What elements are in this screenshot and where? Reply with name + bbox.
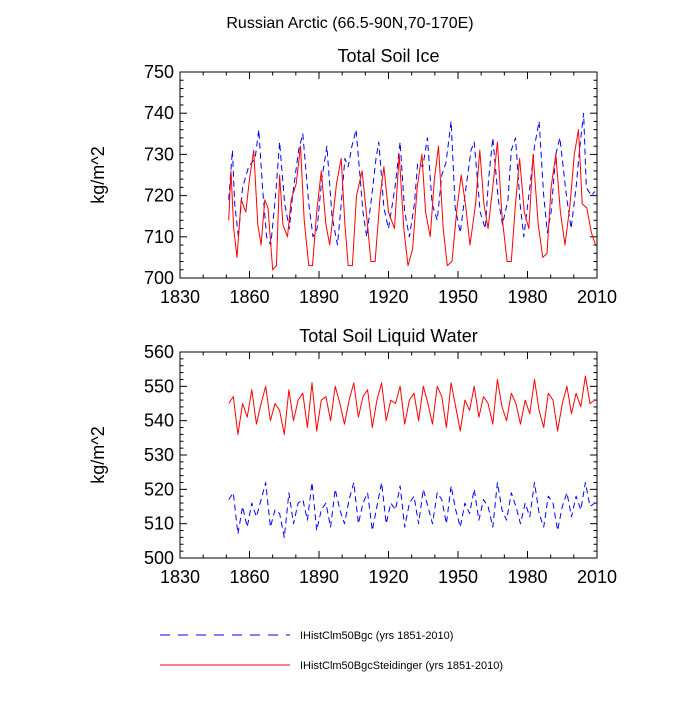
y-tick-label: 560: [144, 342, 174, 362]
x-tick-label: 1950: [438, 567, 478, 587]
y-tick-label: 530: [144, 445, 174, 465]
y-tick-label: 510: [144, 514, 174, 534]
legend-label-1: IHistClm50Bgc (yrs 1851-2010): [300, 630, 453, 642]
panel-title: Total Soil Liquid Water: [299, 326, 477, 346]
y-axis-label: kg/m^2: [88, 146, 108, 203]
y-tick-label: 550: [144, 376, 174, 396]
chart-panel-1: Total Soil Ice kg/m^2 700 710 720 730 740 750 18…: [88, 46, 617, 307]
x-tick-label: 1920: [368, 567, 408, 587]
chart-panels: Total Soil Ice kg/m^2 700 710 720 730 740 750 18…: [88, 46, 617, 587]
y-tick-label: 750: [144, 62, 174, 82]
x-tick-label: 1980: [507, 287, 547, 307]
y-tick-label: 710: [144, 227, 174, 247]
x-tick-label: 1920: [368, 287, 408, 307]
y-tick-label: 540: [144, 411, 174, 431]
x-tick-label: 1830: [160, 567, 200, 587]
y-tick-label: 520: [144, 479, 174, 499]
y-tick-label: 700: [144, 268, 174, 288]
x-tick-label: 1890: [299, 287, 339, 307]
y-axis-label: kg/m^2: [88, 426, 108, 483]
y-tick-label: 720: [144, 186, 174, 206]
y-tick-label: 500: [144, 548, 174, 568]
x-tick-label: 1860: [229, 287, 269, 307]
figure-title: Russian Arctic (66.5-90N,70-170E): [226, 15, 473, 32]
series-line-ihistclm50bgc-steidinger: [228, 375, 595, 435]
x-tick-label: 1860: [229, 567, 269, 587]
x-tick-label: 2010: [577, 287, 617, 307]
series-line-ihistclm50bgc: [228, 112, 596, 246]
x-tick-label: 1980: [507, 567, 547, 587]
legend: IHistClm50Bgc (yrs 1851-2010) IHistClm50B…: [160, 630, 503, 672]
y-tick-label: 740: [144, 103, 174, 123]
x-tick-label: 1890: [299, 567, 339, 587]
legend-label-2: IHistClm50BgcSteidinger (yrs 1851-2010): [300, 660, 503, 672]
x-tick-label: 2010: [577, 567, 617, 587]
series-line-ihistclm50bgc-steidinger: [228, 129, 597, 271]
panel-title: Total Soil Ice: [337, 46, 439, 66]
y-tick-label: 730: [144, 144, 174, 164]
x-tick-label: 1830: [160, 287, 200, 307]
x-tick-label: 1950: [438, 287, 478, 307]
series-line-ihistclm50bgc: [228, 482, 595, 538]
chart-panel-2: Total Soil Liquid Water kg/m^2 500 510 520 53…: [88, 326, 617, 587]
